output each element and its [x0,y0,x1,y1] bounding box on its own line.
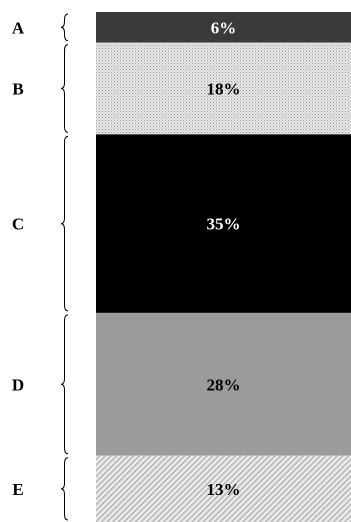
category-label-b: B [12,80,23,99]
data-label-a: 6% [211,18,237,37]
data-label-e: 13% [207,480,241,499]
category-label-a: A [12,18,25,37]
brace-c [60,135,69,312]
bar-segment-e [96,455,351,522]
bar-segment-a [96,12,351,43]
bar-segments: 6% 18% 35% 28% 13% [96,12,351,522]
bar-segment-d [96,312,351,456]
data-label-b: 18% [207,80,241,99]
category-label-e: E [12,480,23,499]
data-label-d: 28% [207,375,241,394]
category-label-d: D [12,375,24,394]
brace-a [60,13,69,42]
category-braces [60,13,69,521]
category-labels: A B C D E [12,18,25,499]
category-label-c: C [12,215,24,234]
bar-segment-b [96,42,351,135]
brace-d [60,314,69,455]
brace-b [60,44,69,133]
brace-e [60,457,69,521]
bar-segment-c [96,134,351,313]
data-label-c: 35% [207,215,241,234]
